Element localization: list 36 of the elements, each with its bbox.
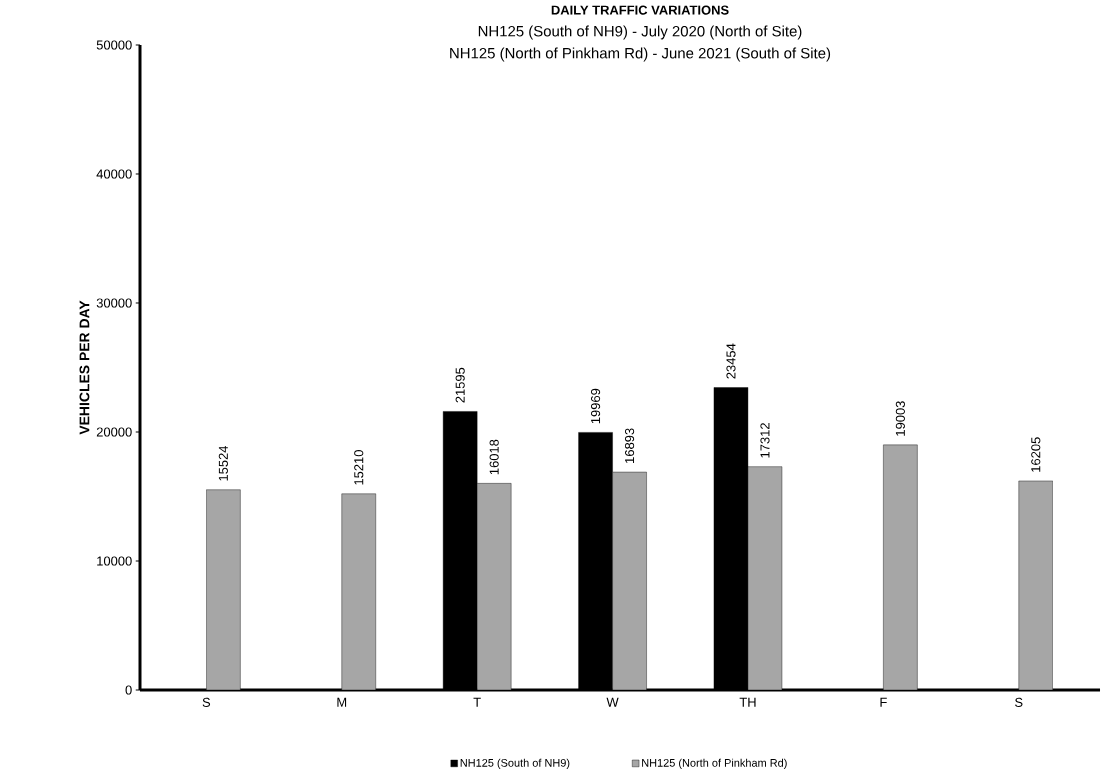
data-label: 23454	[726, 343, 736, 379]
y-tick-label: 10000	[97, 556, 132, 566]
y-tick-label: 50000	[96, 40, 132, 50]
legend-label: NH125 (South of NH9)	[460, 758, 570, 769]
x-tick-label: S	[1015, 697, 1023, 707]
bar	[476, 483, 512, 690]
bar	[206, 489, 241, 690]
data-label: 21595	[455, 367, 465, 403]
chart-title: DAILY TRAFFIC VARIATIONS	[551, 5, 729, 15]
y-tick-label: 40000	[96, 169, 132, 179]
data-label: 16205	[1031, 437, 1041, 472]
data-label: 15524	[218, 445, 228, 481]
x-tick-label: S	[202, 697, 211, 707]
y-tick-label: 0	[125, 685, 132, 695]
x-tick-label: F	[880, 697, 887, 707]
bar	[883, 444, 918, 690]
data-label: 16893	[624, 428, 635, 463]
data-label: 15210	[354, 450, 364, 485]
y-axis-title: VEHICLES PER DAY	[79, 300, 90, 435]
y-tick-label: 20000	[96, 427, 132, 437]
bar	[341, 493, 376, 690]
x-tick-label: M	[337, 697, 347, 707]
annotation: NH125 (North of Pinkham Rd) - June 2021 (South of Site)	[450, 47, 831, 62]
bar	[1018, 480, 1053, 690]
x-tick-label: T	[473, 697, 481, 707]
y-tick-label: 30000	[96, 298, 132, 308]
bar	[612, 471, 647, 690]
legend-label: NH125 (North of Pinkham Rd)	[642, 758, 787, 769]
data-label: 19969	[590, 388, 601, 424]
data-label: 16018	[489, 439, 499, 475]
data-label: 17312	[760, 423, 770, 458]
x-tick-label: TH	[739, 697, 756, 707]
chart-subtitle: NH125 (South of NH9) - July 2020 (North of Site)	[478, 25, 802, 40]
data-label: 19003	[895, 401, 905, 436]
bar	[747, 466, 783, 690]
x-tick-label: W	[606, 697, 619, 707]
